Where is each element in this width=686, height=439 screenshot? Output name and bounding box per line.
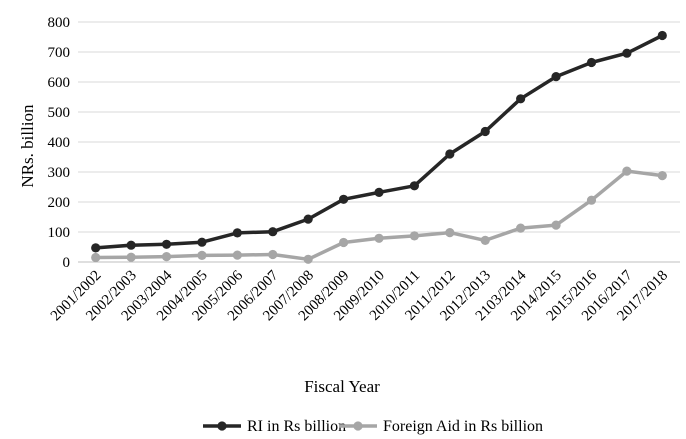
data-point [161,239,172,249]
x-axis-title: Fiscal Year [304,377,380,396]
y-tick-label: 400 [48,135,71,151]
y-tick-label: 500 [48,105,71,121]
data-point [232,250,242,260]
data-point [91,243,101,253]
data-point [657,171,667,181]
data-point [161,252,172,262]
data-point [409,181,420,191]
data-point [480,235,490,245]
y-tick-label: 600 [48,75,71,91]
y-tick-label: 700 [48,45,71,61]
data-point [551,72,561,82]
data-point [551,220,561,230]
data-point [126,252,136,262]
legend: RI in Rs billion Foreign Aid in Rs billio… [203,418,543,435]
data-point [268,249,278,260]
data-point [197,250,207,260]
y-axis-ticks: 0 100 200 300 400 500 600 700 800 [48,15,71,271]
x-axis-ticks: 2001/20022002/20032003/20042004/20052005… [48,267,671,324]
legend-marker-1 [353,421,363,431]
data-point [126,240,136,250]
data-point [197,237,207,247]
data-point [586,57,597,68]
legend-label-1: Foreign Aid in Rs billion [383,418,543,435]
y-tick-label: 100 [48,225,71,241]
data-point [586,195,597,205]
y-tick-label: 200 [48,195,71,211]
data-point [91,252,101,263]
data-point [516,94,526,104]
data-point [374,187,384,197]
legend-label-0: RI in Rs billion [247,418,346,435]
data-point [338,194,349,204]
data-point [303,214,313,224]
data-point [303,254,313,264]
data-point [622,166,632,176]
data-point [409,231,420,241]
data-point [657,30,667,41]
data-point [338,237,349,248]
y-tick-label: 300 [48,165,71,181]
data-point [232,228,242,238]
y-tick-label: 0 [63,255,71,271]
series-group [91,30,667,264]
y-tick-label: 800 [48,15,71,31]
data-point [622,48,632,58]
y-axis-title: NRs. billion [18,104,37,188]
data-point [445,228,455,238]
data-point [268,227,278,237]
data-point [374,233,384,243]
data-point [480,126,490,137]
data-point [516,223,526,233]
data-point [445,149,455,159]
series-line-1 [93,169,665,262]
gridlines [78,21,680,233]
legend-marker-0 [217,421,227,431]
